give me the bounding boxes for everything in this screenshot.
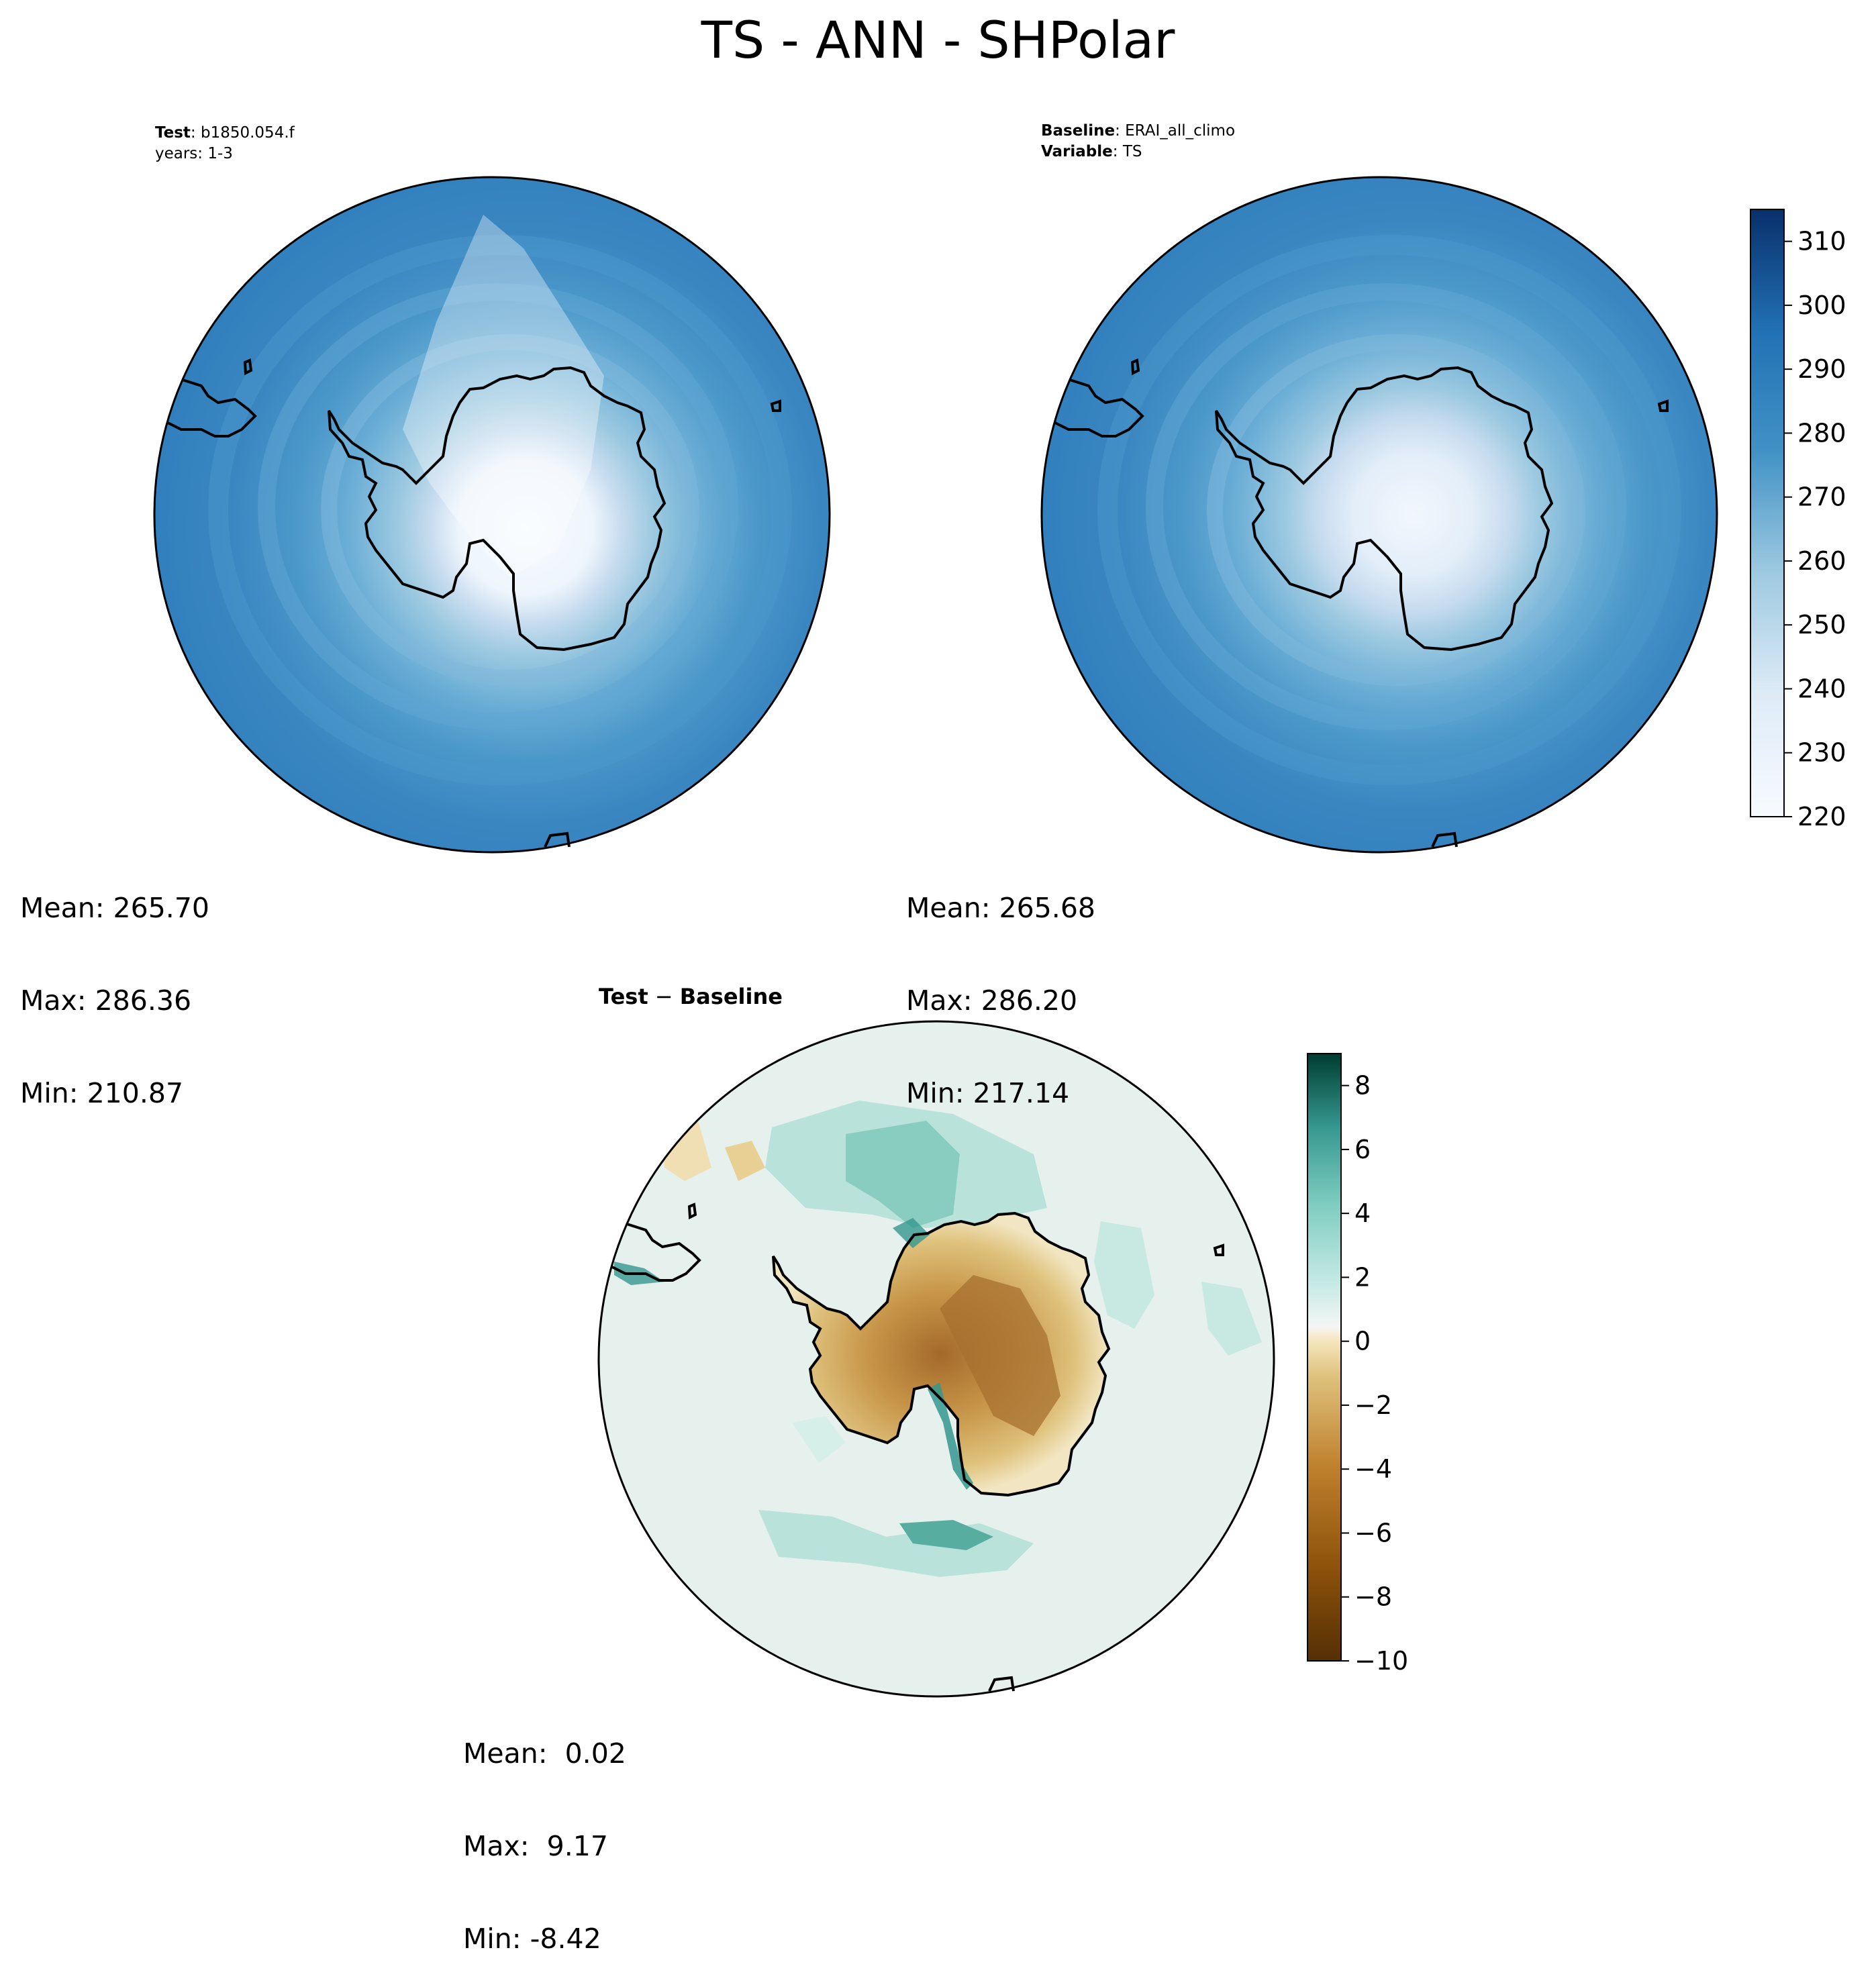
diff-island-south — [988, 1676, 1015, 1692]
figure-title: TS - ANN - SHPolar — [701, 10, 1175, 70]
test-colorbar-tick-label: 250 — [1797, 610, 1846, 640]
test-colorbar-bar — [1750, 209, 1785, 817]
baseline-island-north — [1130, 358, 1140, 376]
variable-label: Variable — [1041, 143, 1113, 160]
test-colorbar-tick-label: 260 — [1797, 546, 1846, 576]
diff-colorbar-tick-label: 0 — [1354, 1327, 1371, 1356]
baseline-map-border — [1040, 176, 1718, 854]
diff-colorbar-tick-label: 6 — [1354, 1135, 1371, 1164]
test-antarctica-coast — [328, 366, 667, 652]
test-years: years: 1-3 — [155, 145, 233, 162]
diff-colorbar-tick-label: −8 — [1354, 1582, 1392, 1612]
test-label: Test — [155, 124, 191, 142]
diff-colorbar-tick-label: 2 — [1354, 1262, 1371, 1292]
baseline-mean: Mean: 265.68 — [906, 892, 1096, 924]
baseline-label: Baseline — [1041, 122, 1116, 140]
test-colorbar: 220 230 240 250 260 270 280 290 300 310 — [1750, 209, 1846, 831]
test-colorbar-tick-label: 230 — [1797, 738, 1846, 768]
diff-stats: Mean: 0.02 Max: 9.17 Min: -8.42 — [463, 1676, 626, 1985]
variable-name: : TS — [1112, 143, 1142, 160]
diff-title-sep: − — [648, 984, 680, 1009]
diff-title-test: Test — [599, 984, 648, 1009]
test-case-name: : b1850.054.f — [190, 124, 295, 142]
test-colorbar-tick-label: 220 — [1797, 802, 1846, 831]
test-colorbar-tick-label: 270 — [1797, 482, 1846, 512]
baseline-map-contours — [1097, 235, 1681, 785]
test-map — [153, 176, 831, 854]
diff-colorbar-tick-label: −6 — [1354, 1518, 1392, 1547]
baseline-south-america-coast — [1054, 378, 1144, 438]
baseline-map — [1040, 176, 1718, 854]
baseline-island-east — [1657, 399, 1669, 412]
test-colorbar-tick-label: 310 — [1797, 227, 1846, 256]
baseline-island-south — [1431, 831, 1458, 848]
test-colorbar-tick-label: 300 — [1797, 291, 1846, 320]
baseline-min: Min: 217.14 — [906, 1077, 1070, 1109]
diff-land-core — [940, 1275, 1060, 1436]
baseline-coastlines — [1054, 358, 1669, 848]
test-map-contours — [208, 215, 792, 785]
test-map-border — [153, 176, 831, 854]
test-colorbar-tick-label: 280 — [1797, 418, 1846, 448]
diff-title: Test − Baseline — [599, 984, 783, 1009]
diff-min: Min: -8.42 — [463, 1923, 601, 1955]
test-header: Test: b1850.054.f years: 1-3 — [155, 123, 295, 164]
diff-map-contours — [661, 1101, 1262, 1577]
diff-antarctica-coast — [772, 1211, 1111, 1497]
diff-map-border — [597, 1020, 1275, 1698]
test-coastlines — [167, 358, 781, 848]
baseline-case-name: : ERAI_all_climo — [1115, 122, 1236, 140]
test-island-south — [544, 831, 571, 848]
test-mean: Mean: 265.70 — [20, 892, 210, 924]
diff-max: Max: 9.17 — [463, 1830, 608, 1862]
diff-coastlines — [611, 1203, 1224, 1692]
diff-colorbar-tick-label: 8 — [1354, 1071, 1371, 1101]
test-colorbar-tick-label: 240 — [1797, 674, 1846, 703]
diff-island-north — [687, 1203, 697, 1220]
diff-colorbar-tick-label: −4 — [1354, 1454, 1392, 1484]
test-south-america-coast — [167, 378, 257, 438]
diff-colorbar-bar — [1307, 1053, 1342, 1662]
diff-coastal-anomaly — [928, 1382, 973, 1490]
diff-colorbar-tick-label: −2 — [1354, 1390, 1392, 1420]
test-max: Max: 286.36 — [20, 984, 192, 1017]
diff-colorbar-tick-label: −10 — [1354, 1646, 1408, 1676]
diff-mean: Mean: 0.02 — [463, 1737, 626, 1770]
test-stats: Mean: 265.70 Max: 286.36 Min: 210.87 — [20, 831, 209, 1139]
diff-island-east — [1213, 1243, 1224, 1256]
diff-map — [597, 1020, 1275, 1698]
baseline-antarctica-coast — [1215, 366, 1554, 652]
test-colorbar-tick-label: 290 — [1797, 354, 1846, 384]
test-min: Min: 210.87 — [20, 1077, 184, 1109]
baseline-header: Baseline: ERAI_all_climo Variable: TS — [1041, 121, 1235, 162]
baseline-max: Max: 286.20 — [906, 984, 1078, 1017]
diff-colorbar-tick-label: 4 — [1354, 1199, 1371, 1228]
test-island-north — [243, 358, 253, 376]
diff-title-baseline: Baseline — [679, 984, 783, 1009]
diff-coastal-anomaly-north — [893, 1218, 930, 1248]
baseline-stats: Mean: 265.68 Max: 286.20 Min: 217.14 — [906, 831, 1095, 1139]
test-island-east — [770, 399, 781, 412]
diff-south-america-coast — [611, 1223, 701, 1282]
diff-colorbar: 8 6 4 2 0 −2 −4 −6 −8 −10 — [1307, 1053, 1408, 1676]
